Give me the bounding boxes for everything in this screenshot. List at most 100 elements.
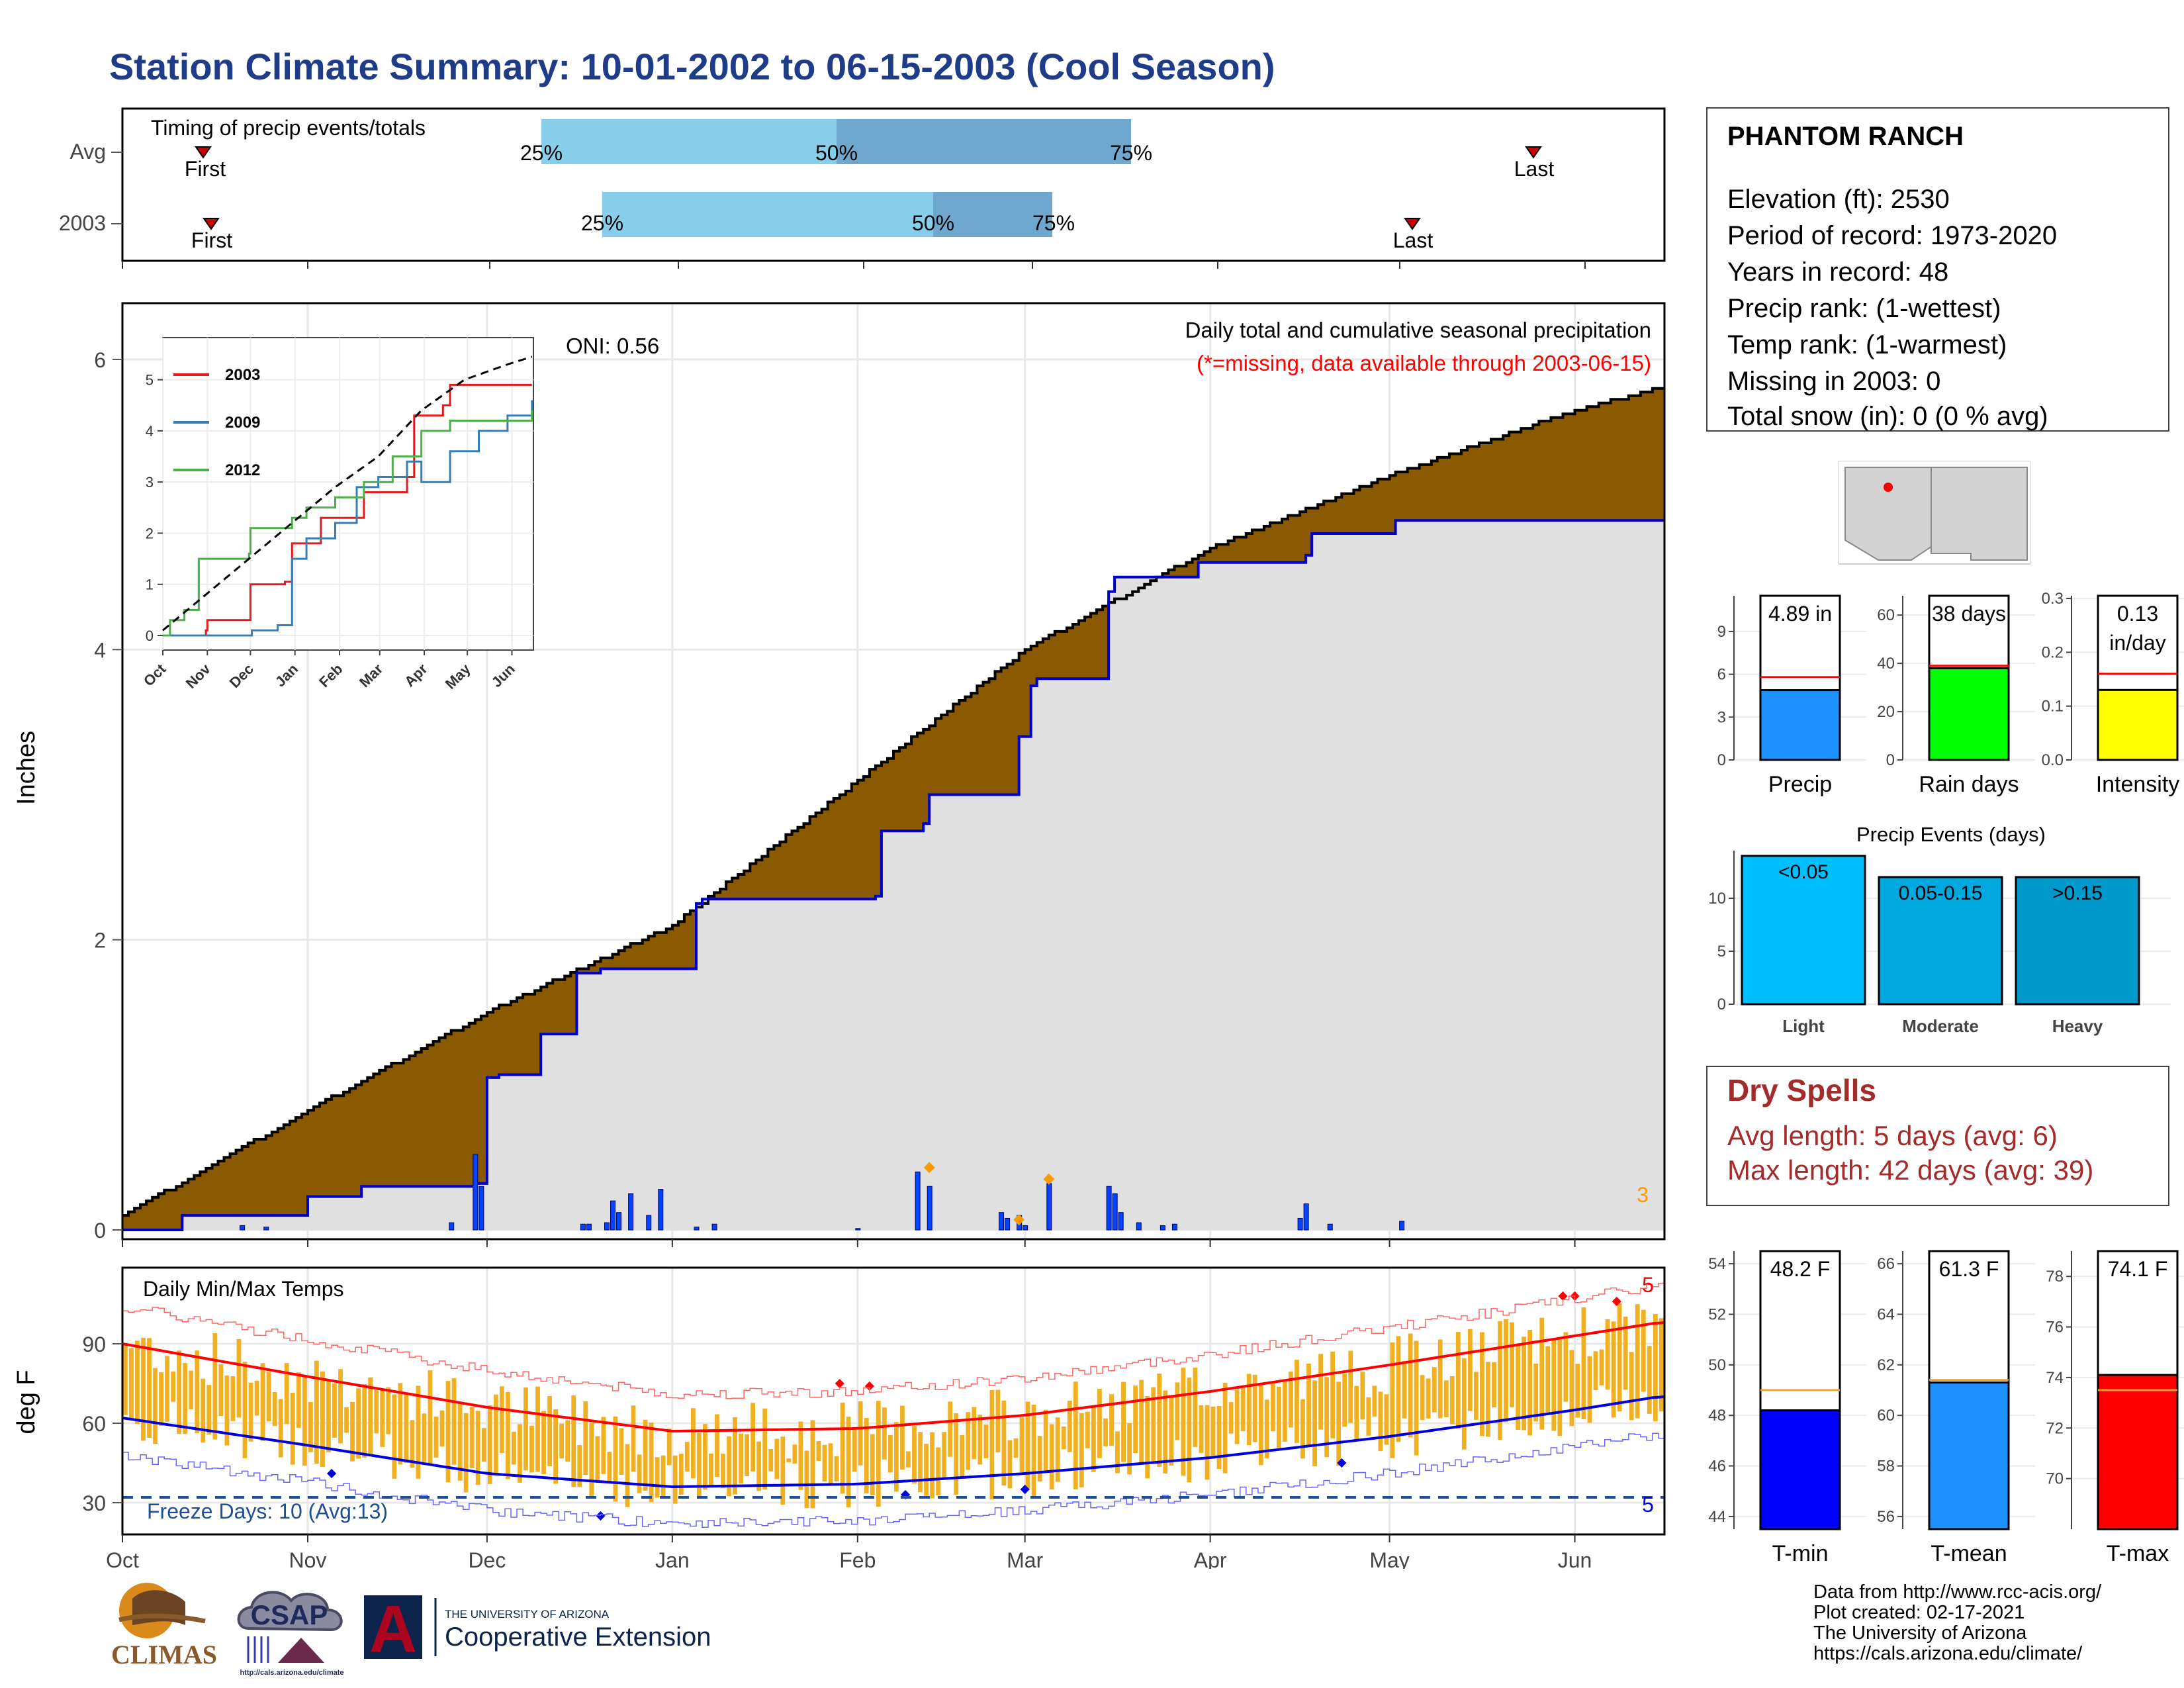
events-bar-moderate [1878, 876, 2003, 1006]
daily-temp-bar [978, 1415, 983, 1465]
daily-temp-bar [1258, 1383, 1263, 1466]
daily-temp-bar [1175, 1382, 1180, 1440]
daily-temp-bar [463, 1413, 469, 1493]
daily-temp-bar [774, 1438, 780, 1479]
daily-temp-bar [972, 1407, 977, 1460]
daily-precip-bar [616, 1212, 622, 1231]
daily-temp-bar [655, 1457, 660, 1498]
daily-temp-bar [1145, 1395, 1150, 1479]
daily-temp-bar [1019, 1417, 1024, 1473]
events-bar-label: >0.15 [2052, 882, 2103, 904]
daily-temp-bar [380, 1389, 385, 1447]
daily-precip-bar [1112, 1193, 1118, 1231]
inset-ytick-label: 1 [146, 577, 154, 593]
daily-temp-bar [882, 1407, 887, 1460]
daily-temp-bar [751, 1403, 756, 1472]
intensity-mini-ytick-label: 0.3 [2042, 590, 2064, 608]
raindays-mini-ytick-label: 40 [1877, 655, 1895, 673]
daily-temp-bar [302, 1376, 307, 1466]
daily-temp-bar [672, 1455, 678, 1504]
daily-temp-bar [1055, 1417, 1060, 1482]
daily-temp-bar [1617, 1303, 1622, 1412]
daily-temp-bar [314, 1360, 319, 1464]
precip-events-chart: Precip Events (days) 0 5 10 <0.05 Light 0.05-… [1708, 823, 2171, 1036]
station-info-box: PHANTOM RANCH Elevation (ft): 2530 Perio… [1706, 107, 2169, 432]
daily-temp-bar [1252, 1374, 1257, 1442]
daily-temp-bar [876, 1401, 881, 1507]
daily-temp-bar [727, 1436, 731, 1497]
daily-temp-bar [1324, 1377, 1330, 1458]
daily-temp-bar [1216, 1406, 1222, 1470]
daily-precip-bar [1106, 1186, 1112, 1231]
daily-temp-bar [278, 1399, 283, 1458]
daily-temp-bar [183, 1363, 188, 1434]
daily-temp-bar [989, 1390, 995, 1500]
daily-temp-bar [900, 1405, 905, 1470]
precip-ytick-label: 4 [94, 638, 106, 662]
daily-temp-bar [1533, 1363, 1539, 1422]
tmax-mini-value-label: 74.1 F [2108, 1257, 2168, 1281]
tmin-mini-value-label: 48.2 F [1770, 1257, 1831, 1281]
daily-temp-bar [242, 1362, 248, 1458]
daily-temp-bar [607, 1452, 612, 1483]
cumulative-observed-line [122, 519, 1664, 1231]
daily-temp-bar [1079, 1413, 1084, 1487]
tmean-mini-bar [1928, 1382, 2010, 1530]
raindays-mini-bar [1928, 667, 2010, 761]
month-label: May [1369, 1548, 1409, 1569]
daily-temp-bar [1516, 1344, 1520, 1430]
daily-temp-bar [1593, 1351, 1598, 1391]
daily-precip-bar [1023, 1225, 1028, 1231]
daily-temp-bar [1318, 1354, 1323, 1430]
record-low-count: 5 [1642, 1493, 1654, 1517]
daily-temp-bar [715, 1414, 719, 1477]
precip-mini-chart: 0 3 6 9 4.89 in Precip 0 20 40 60 38 days Rain days… [1717, 590, 2184, 797]
daily-temp-bar [224, 1375, 230, 1446]
cumulative-observed-fill [122, 520, 1664, 1230]
daily-temp-bar [912, 1426, 917, 1484]
daily-temp-bar [404, 1393, 409, 1464]
daily-temp-bar [422, 1413, 427, 1462]
daily-temp-bar [1390, 1342, 1395, 1458]
dry-spells-max: Max length: 42 days (avg: 39) [1727, 1154, 2094, 1186]
daily-temp-bar [1001, 1400, 1007, 1486]
precip-caption: Daily total and cumulative seasonal prec… [1185, 318, 1651, 342]
daily-temp-bar [308, 1401, 313, 1452]
temp-ytick-label: 90 [82, 1333, 106, 1356]
location-map [1839, 461, 2030, 565]
daily-temp-bar [846, 1417, 851, 1508]
daily-temp-bar [1420, 1375, 1425, 1421]
daily-temp-bar [1653, 1313, 1658, 1422]
avg-last-marker [1525, 146, 1542, 159]
daily-temp-bar [798, 1421, 803, 1490]
tmean-mini-ytick-label: 58 [1877, 1458, 1895, 1476]
precip-corner-value: 3 [1637, 1183, 1649, 1207]
daily-temp-bar [487, 1405, 492, 1484]
daily-temp-bar [332, 1383, 337, 1438]
daily-temp-bar [649, 1422, 654, 1503]
inset-ytick-label: 5 [146, 372, 154, 389]
daily-temp-bar [1007, 1440, 1013, 1489]
inset-ytick-label: 3 [146, 474, 154, 491]
daily-temp-bar [1025, 1401, 1030, 1490]
daily-temp-bar [368, 1377, 373, 1455]
daily-precip-bar [1160, 1225, 1165, 1231]
ua-line1: THE UNIVERSITY OF ARIZONA [445, 1608, 610, 1620]
daily-temp-bar [1432, 1367, 1437, 1413]
daily-temp-bar [1587, 1356, 1592, 1423]
missing-data-marker [1043, 1173, 1055, 1185]
y2003-q75: 75% [1032, 211, 1075, 235]
daily-temp-bar [995, 1389, 1001, 1453]
tmin-mini-ytick-label: 46 [1708, 1458, 1726, 1476]
daily-temp-bar [1504, 1319, 1508, 1423]
daily-temp-bar [1037, 1436, 1042, 1482]
daily-temp-bar [493, 1394, 498, 1475]
temp-ylabel: deg F [13, 1370, 40, 1434]
freeze-days-label: Freeze Days: 10 (Avg:13) [147, 1499, 388, 1523]
daily-temp-bar [1449, 1376, 1455, 1425]
events-xlabel: Heavy [2052, 1016, 2103, 1036]
y2003-last-marker [1404, 218, 1421, 230]
daily-temp-bar [1474, 1372, 1479, 1420]
daily-temp-bar [954, 1413, 959, 1495]
daily-temp-bar [428, 1370, 433, 1464]
